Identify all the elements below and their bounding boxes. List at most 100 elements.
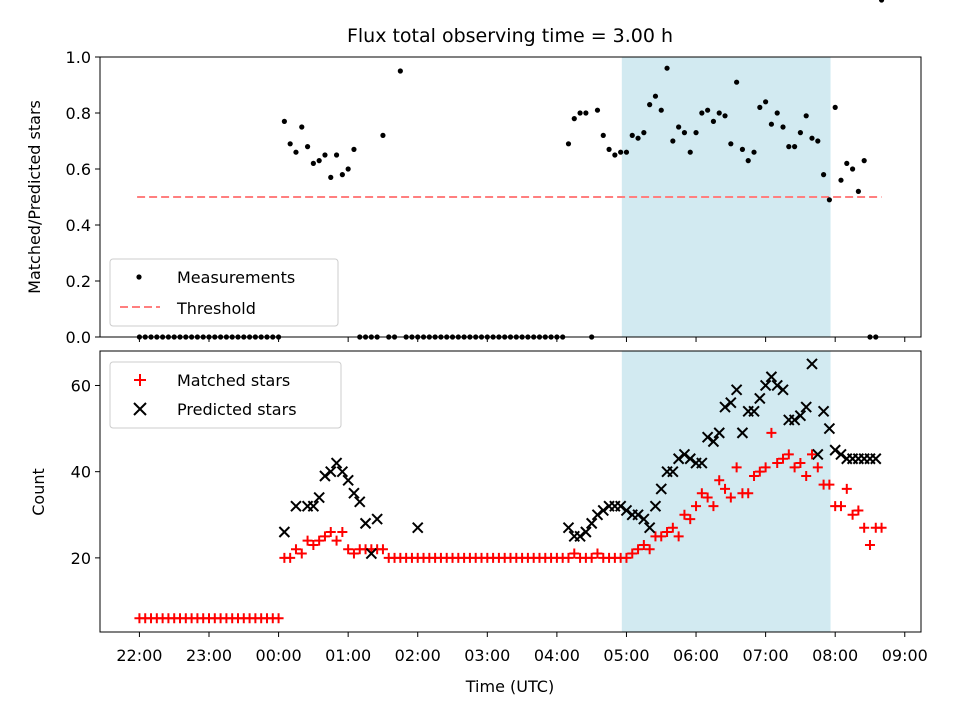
bottom-x-tick-label: 05:00	[603, 646, 649, 665]
measurement-point	[803, 113, 809, 119]
measurement-point	[583, 110, 589, 116]
matched-star-point	[685, 514, 696, 525]
bottom-x-tick-label: 04:00	[534, 646, 580, 665]
matched-star-point	[714, 475, 725, 486]
matched-star-point	[644, 544, 655, 555]
measurement-point	[664, 65, 670, 71]
bottom-panel: 20 40 60 22:00 23:00 00:00 01:00 02:00 03:00 04:…	[29, 350, 928, 696]
top-axes-frame	[99, 56, 922, 338]
matched-star-point	[725, 492, 736, 503]
predicted-star-point	[290, 500, 302, 512]
bottom-legend-box	[109, 361, 342, 429]
predicted-star-point	[817, 405, 830, 418]
predicted-star-point	[812, 448, 824, 461]
predicted-star-point	[330, 457, 343, 469]
measurement-point	[681, 130, 688, 136]
predicted-star-point	[365, 547, 378, 560]
measurement-point	[652, 93, 659, 99]
matched-star-point	[749, 470, 760, 481]
matched-star-point	[754, 466, 765, 477]
matched-star-point	[656, 531, 667, 542]
measurement-point	[623, 149, 630, 155]
matched-star-point	[621, 552, 632, 563]
matched-star-point	[586, 552, 597, 563]
predicted-star-point	[325, 465, 337, 478]
matched-star-point	[783, 449, 794, 460]
matched-star-point	[638, 539, 649, 550]
measurement-point	[716, 110, 722, 116]
measurement-point	[710, 118, 717, 124]
matched-star-point	[319, 531, 330, 542]
measurement-point	[571, 116, 577, 122]
predicted-star-point	[759, 379, 772, 392]
predicted-star-point	[701, 431, 714, 443]
matched-star-point	[302, 535, 313, 546]
measurement-point	[618, 149, 624, 155]
matched-star-point	[314, 535, 325, 546]
measurement-point	[739, 146, 746, 152]
measurement-point	[757, 104, 763, 110]
predicted-star-point	[870, 453, 882, 465]
measurement-point	[328, 174, 334, 180]
predicted-star-point	[591, 509, 604, 521]
matched-star-point	[824, 479, 835, 490]
bottom-x-tick-label: 03:00	[464, 646, 510, 665]
matched-star-point	[708, 501, 719, 512]
matched-star-point	[853, 505, 864, 516]
predicted-star-point	[336, 465, 349, 478]
predicted-star-point	[794, 409, 807, 422]
measurement-point	[861, 158, 867, 164]
predicted-star-point	[788, 414, 801, 426]
legend-matched-label: Matched stars	[177, 371, 290, 390]
measurement-point	[647, 102, 653, 108]
matched-star-point	[720, 483, 731, 494]
matched-star-point	[348, 548, 359, 559]
predicted-star-point	[765, 371, 778, 383]
chart-title: Flux total observing time = 3.00 h	[347, 25, 673, 47]
measurement-points	[136, 0, 885, 340]
measurement-point	[797, 130, 804, 136]
predicted-star-point	[585, 517, 598, 530]
top-y-tick-label: 0.0	[66, 328, 91, 347]
predicted-star-point	[562, 521, 575, 534]
measurement-point	[687, 149, 693, 155]
predicted-star-point	[678, 448, 691, 461]
bottom-x-tick-label: 02:00	[395, 646, 441, 665]
predicted-star-point	[771, 379, 783, 392]
predicted-star-point	[278, 526, 291, 538]
measurement-point	[281, 118, 287, 124]
matched-star-point	[667, 522, 678, 533]
measurement-point	[380, 132, 386, 138]
matched-star-point	[273, 613, 284, 624]
matched-star-point	[290, 544, 301, 555]
measurement-point	[820, 172, 827, 178]
predicted-star-point	[348, 487, 360, 499]
measurement-point	[734, 79, 740, 85]
measurement-point	[577, 110, 583, 116]
matched-star-point	[569, 548, 580, 559]
top-legend-box	[109, 258, 339, 327]
legend-measurement-marker	[136, 274, 142, 280]
predicted-star-point	[707, 435, 720, 448]
matched-star-point	[679, 509, 690, 520]
measurement-point	[658, 107, 664, 113]
measurement-point	[299, 124, 305, 130]
measurement-point	[780, 124, 786, 130]
top-y-tick-label: 0.8	[66, 104, 91, 123]
predicted-star-point	[342, 474, 354, 487]
measurement-point	[304, 144, 311, 150]
matched-star-point	[760, 462, 771, 473]
matched-star-point	[662, 527, 673, 538]
matched-star-point	[308, 539, 319, 550]
predicted-star-point	[800, 401, 812, 413]
matched-star-point	[841, 483, 852, 494]
bottom-legend: Matched stars Predicted stars	[109, 361, 342, 429]
top-y-axis-label: Matched/Predicted stars	[25, 100, 44, 294]
matched-star-point	[592, 548, 603, 559]
matched-star-point	[795, 458, 806, 469]
bottom-x-axis: 22:00 23:00 00:00 01:00 02:00 03:00 04:00 05:00…	[116, 632, 928, 665]
measurement-point	[670, 138, 676, 144]
measurement-point	[565, 141, 572, 147]
legend-predicted-label: Predicted stars	[177, 400, 297, 419]
top-y-tick-label: 0.6	[66, 160, 91, 179]
